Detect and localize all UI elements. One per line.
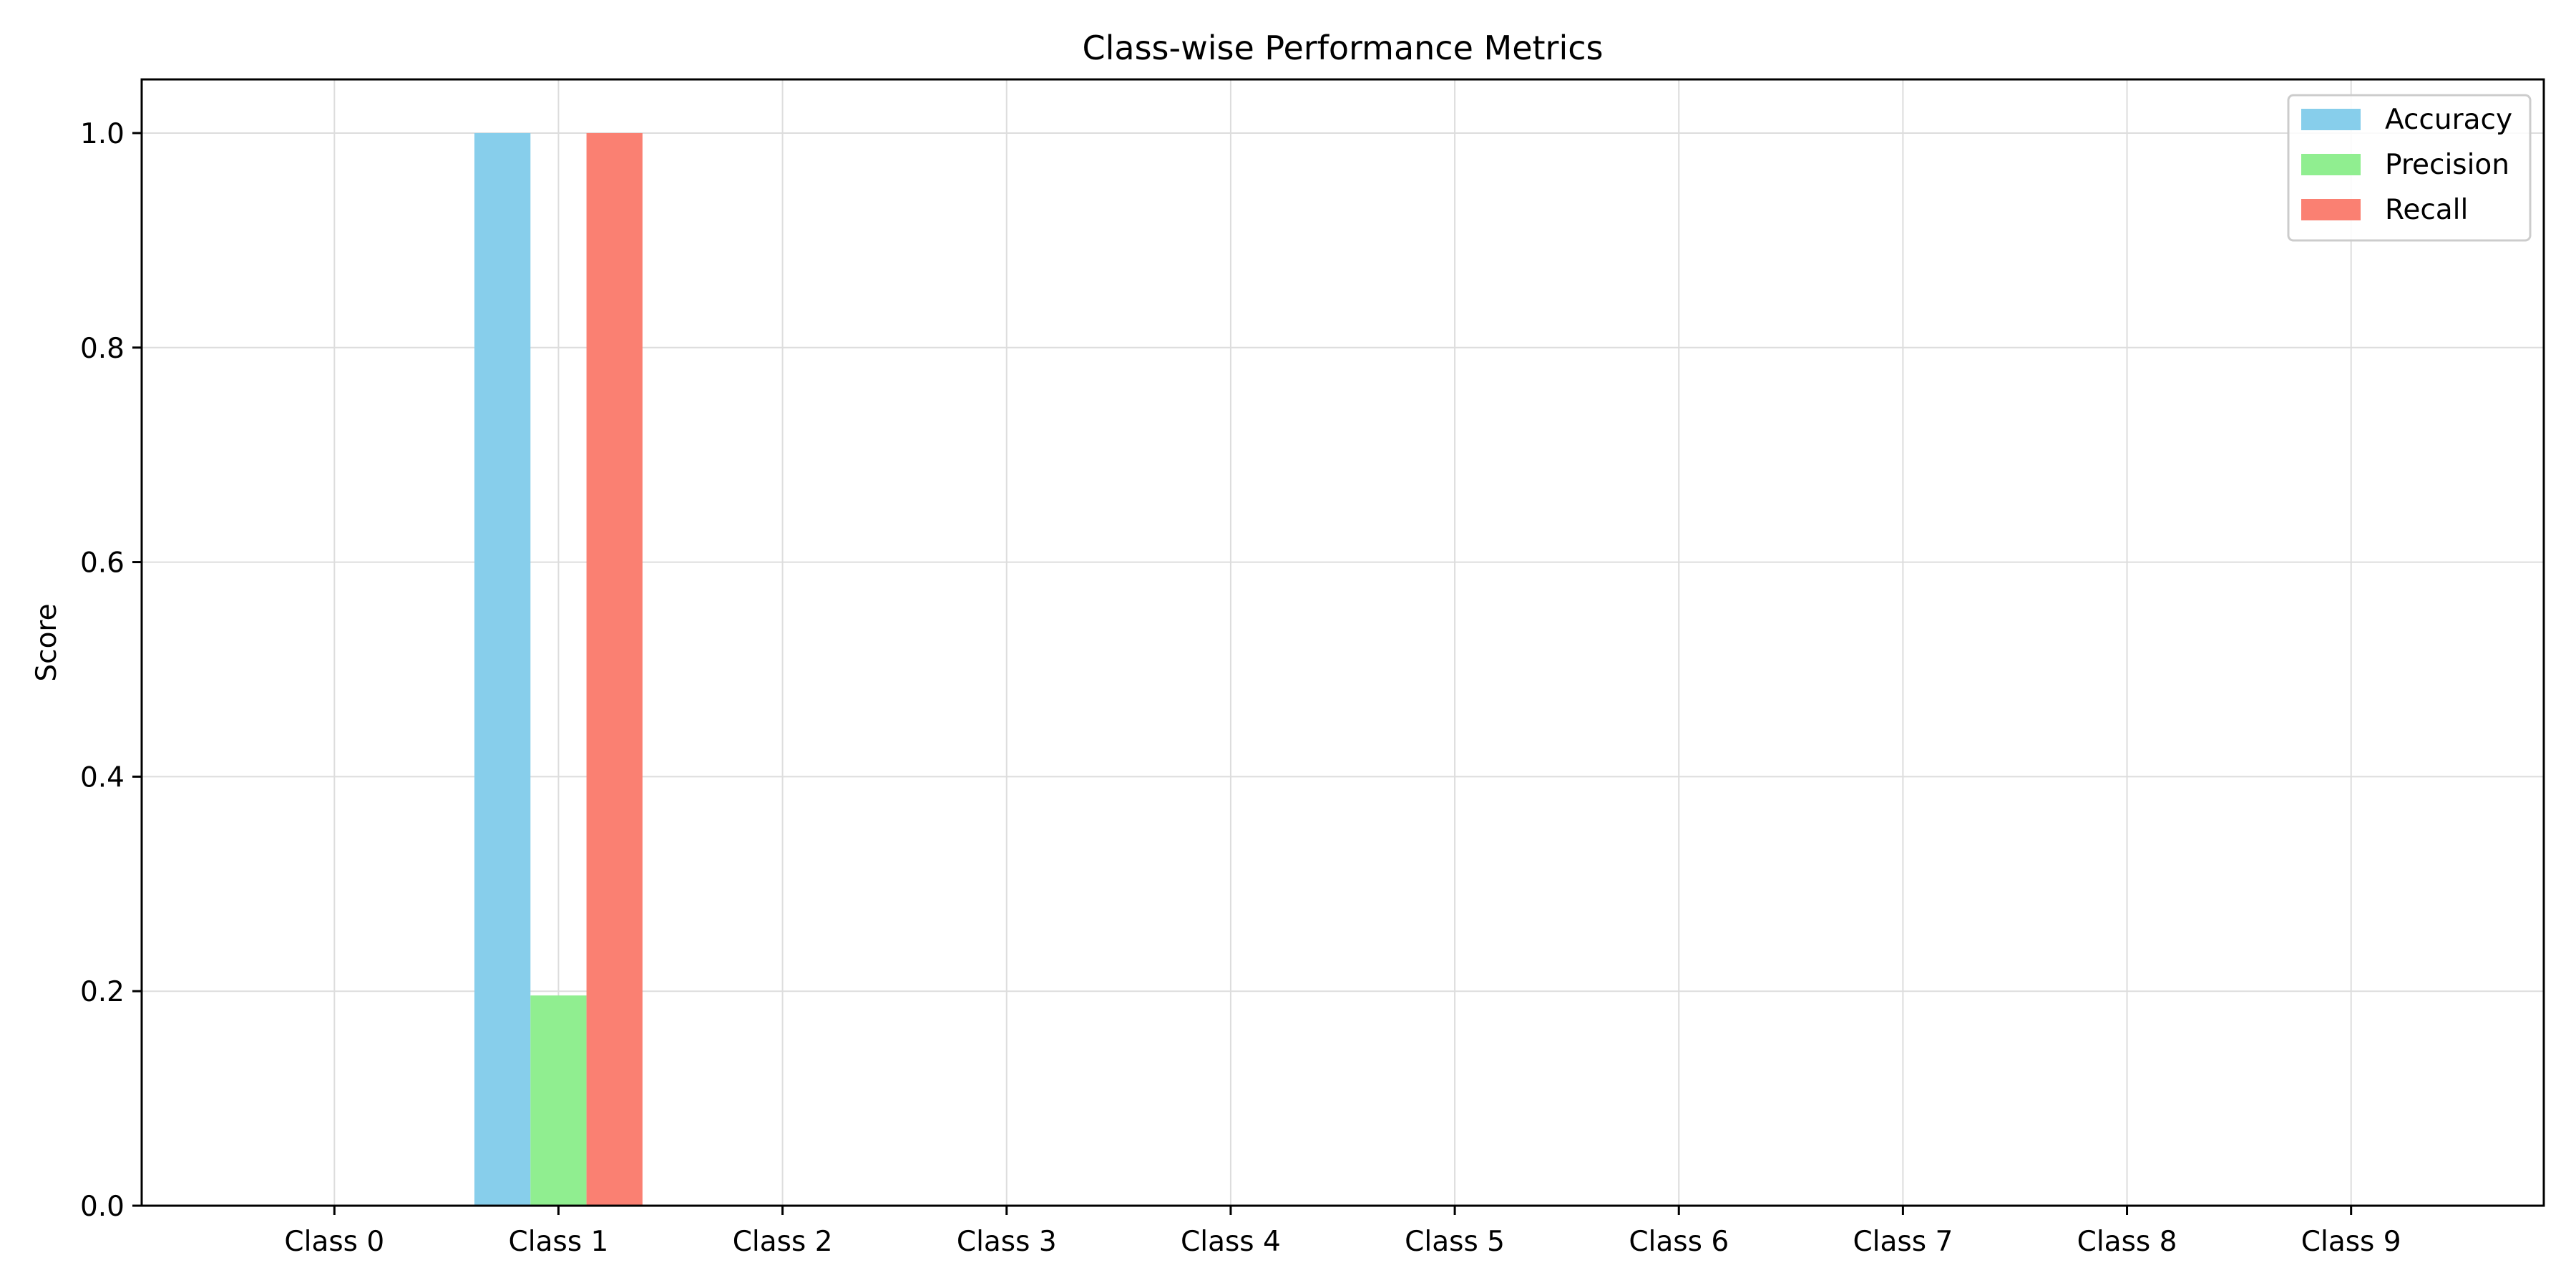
x-tick-label: Class 5 (1405, 1226, 1505, 1258)
legend-swatch (2301, 199, 2361, 220)
y-tick-label: 0.8 (80, 333, 125, 365)
bar-accuracy-class-1 (474, 132, 531, 1206)
bars (474, 132, 643, 1206)
y-axis-ticks: 0.0 0.2 0.4 0.6 0.8 1.0 (80, 118, 142, 1223)
x-axis-ticks: Class 0 Class 1 Class 2 Class 3 Class 4 Class… (284, 1206, 2401, 1258)
plot-frame (140, 78, 2545, 1207)
y-tick-label: 0.0 (80, 1191, 125, 1223)
legend-swatch (2301, 154, 2361, 175)
legend-label: Accuracy (2385, 104, 2512, 136)
x-tick-label: Class 2 (733, 1226, 833, 1258)
x-tick-label: Class 7 (1853, 1226, 1953, 1258)
x-tick-label: Class 1 (509, 1226, 609, 1258)
y-axis-label: Score (31, 603, 63, 681)
y-tick-label: 0.4 (80, 761, 125, 794)
legend: Accuracy Precision Recall (2287, 94, 2532, 242)
x-tick-label: Class 0 (284, 1226, 384, 1258)
legend-swatch (2301, 109, 2361, 130)
x-tick-label: Class 4 (1181, 1226, 1281, 1258)
x-tick-label: Class 8 (2077, 1226, 2177, 1258)
grid-lines (142, 79, 2544, 1206)
y-tick-label: 0.6 (80, 547, 125, 580)
y-tick-label: 1.0 (80, 118, 125, 150)
x-tick-label: Class 9 (2301, 1226, 2401, 1258)
legend-label: Recall (2385, 194, 2468, 226)
x-tick-label: Class 3 (957, 1226, 1057, 1258)
chart-title: Class-wise Performance Metrics (1082, 29, 1603, 67)
legend-label: Precision (2385, 149, 2509, 181)
bar-precision-class-1 (530, 995, 587, 1206)
x-tick-label: Class 6 (1629, 1226, 1729, 1258)
bar-recall-class-1 (586, 132, 643, 1206)
y-tick-label: 0.2 (80, 976, 125, 1008)
